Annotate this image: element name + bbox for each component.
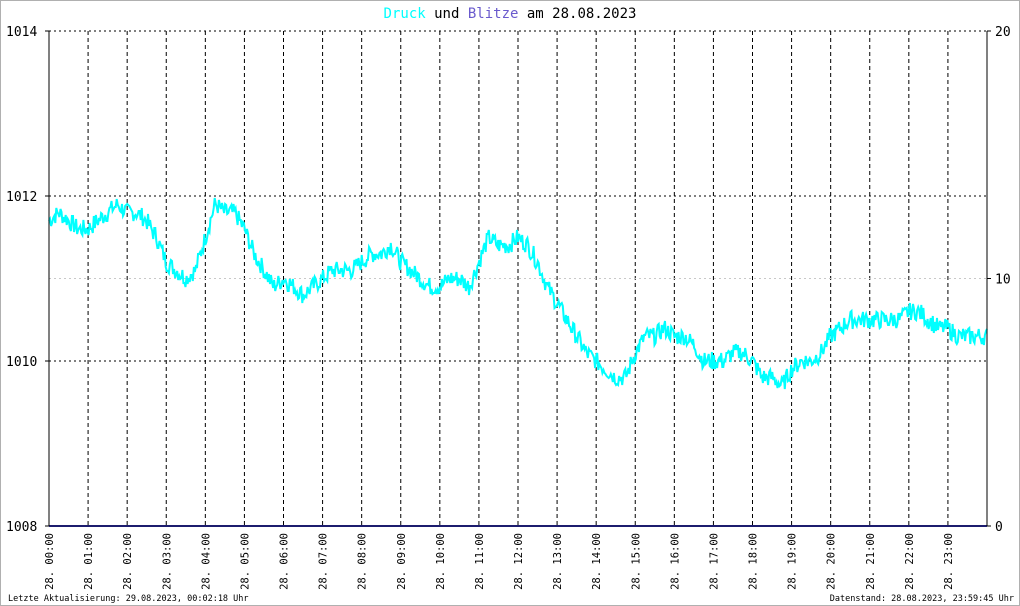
title-blitze: Blitze xyxy=(468,6,519,22)
tick-labels: 1014 1012 1010 1008 20 10 0 28. 00:00 28. 01:00 2… xyxy=(6,25,1011,590)
x-tick-label: 28. 23:00 xyxy=(943,533,955,590)
x-tick-label: 28. 18:00 xyxy=(748,533,760,590)
y-right-tick-label: 10 xyxy=(995,273,1011,288)
x-tick-label: 28. 15:00 xyxy=(630,533,642,590)
y-left-tick-label: 1008 xyxy=(6,520,37,535)
x-tick-label: 28. 01:00 xyxy=(83,533,95,590)
x-tick-label: 28. 21:00 xyxy=(865,533,877,590)
x-tick-label: 28. 14:00 xyxy=(591,533,603,590)
y-left-tick-label: 1014 xyxy=(6,25,37,40)
x-tick-label: 28. 22:00 xyxy=(904,533,916,590)
chart-title: Druck und Blitze am 28.08.2023 xyxy=(384,6,637,22)
x-tick-label: 28. 02:00 xyxy=(122,533,134,590)
y-right-tick-label: 20 xyxy=(995,25,1011,40)
x-tick-label: 28. 10:00 xyxy=(435,533,447,590)
x-tick-label: 28. 00:00 xyxy=(44,533,56,590)
title-und: und xyxy=(426,6,468,22)
footer-last-update: Letzte Aktualisierung: 29.08.2023, 00:02… xyxy=(8,594,249,604)
x-tick-label: 28. 09:00 xyxy=(396,533,408,590)
x-tick-label: 28. 13:00 xyxy=(552,533,564,590)
title-druck: Druck xyxy=(384,6,427,22)
x-tick-label: 28. 11:00 xyxy=(474,533,486,590)
series-layer xyxy=(48,197,988,527)
x-tick-label: 28. 19:00 xyxy=(787,533,799,590)
x-tick-label: 28. 08:00 xyxy=(357,533,369,590)
y-right-tick-label: 0 xyxy=(995,520,1003,535)
y-left-tick-label: 1012 xyxy=(6,190,37,205)
x-tick-label: 28. 06:00 xyxy=(279,533,291,590)
footer-data-status: Datenstand: 28.08.2023, 23:59:45 Uhr xyxy=(830,594,1014,604)
x-tick-label: 28. 03:00 xyxy=(161,533,173,590)
x-tick-label: 28. 04:00 xyxy=(200,533,212,590)
series-druck-line xyxy=(48,197,988,390)
x-tick-label: 28. 20:00 xyxy=(826,533,838,590)
title-date: am 28.08.2023 xyxy=(518,6,636,22)
axes xyxy=(45,30,991,527)
x-tick-label: 28. 16:00 xyxy=(669,533,681,590)
x-tick-label: 28. 12:00 xyxy=(513,533,525,590)
x-tick-label: 28. 17:00 xyxy=(708,533,720,590)
x-tick-label: 28. 07:00 xyxy=(318,533,330,590)
y-left-tick-label: 1010 xyxy=(6,355,37,370)
x-tick-label: 28. 05:00 xyxy=(239,533,251,590)
